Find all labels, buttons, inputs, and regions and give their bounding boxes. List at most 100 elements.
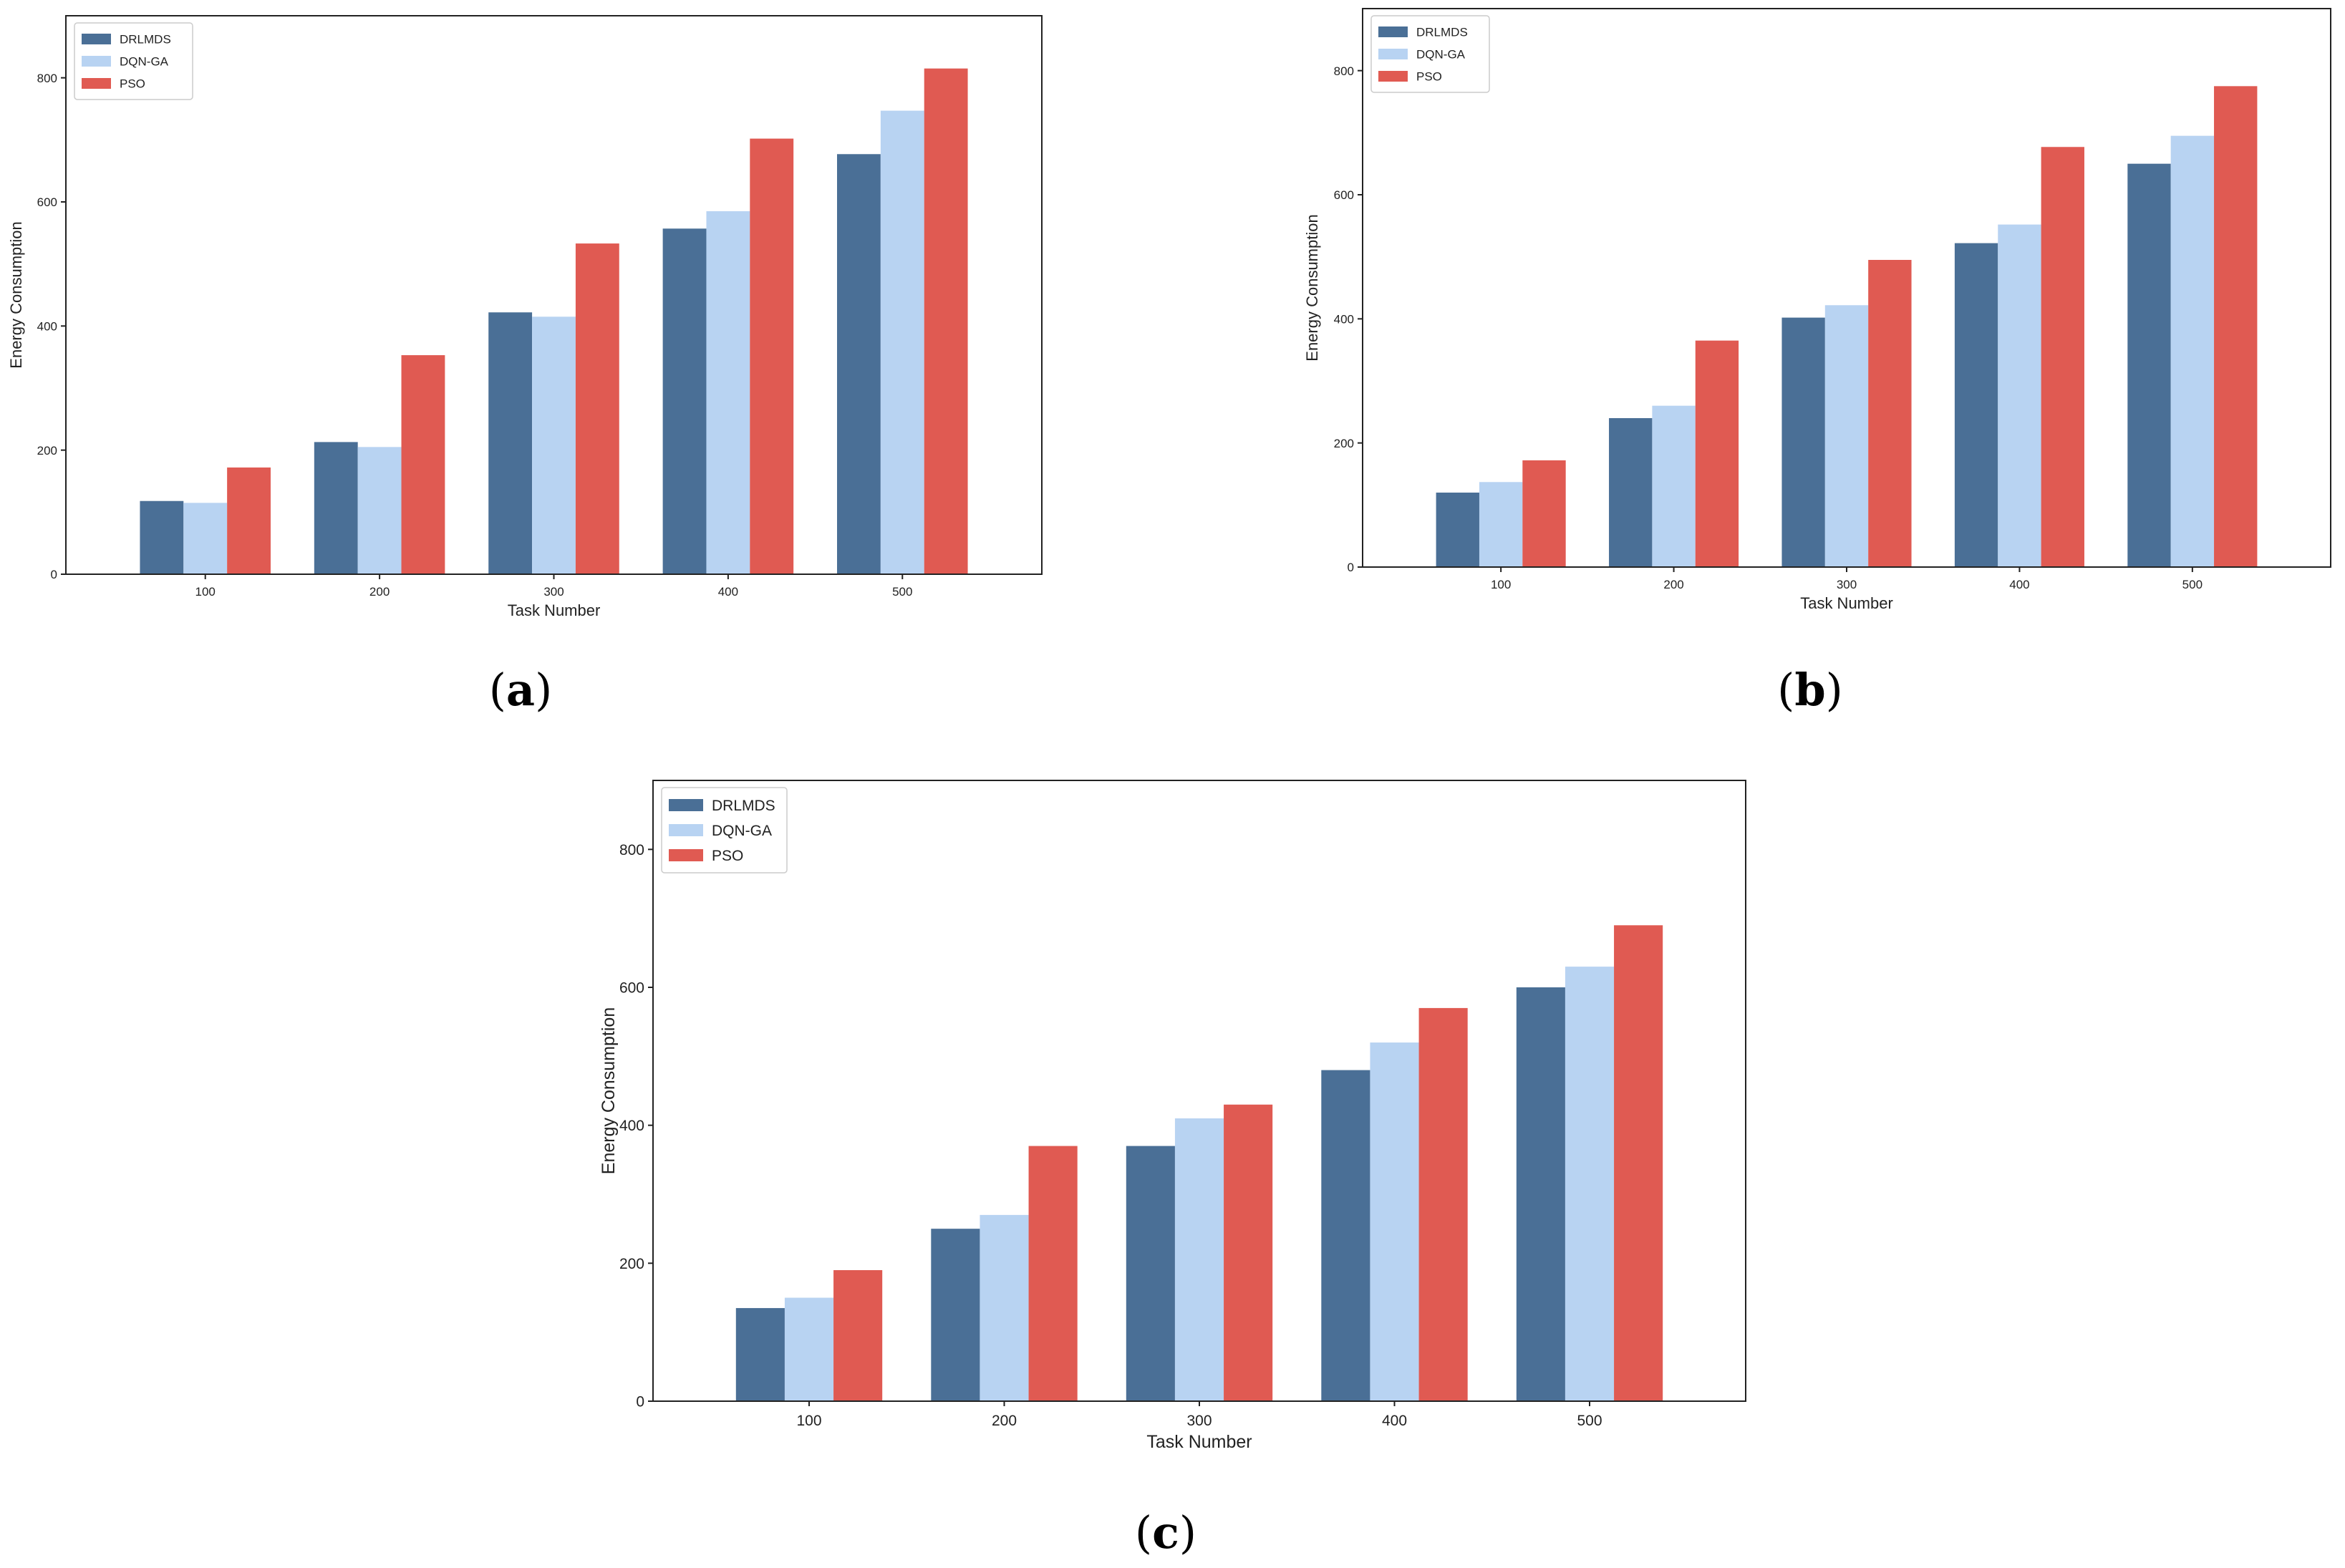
legend: DRLMDS DQN-GA PSO: [661, 787, 788, 873]
bar-pso-300: [575, 243, 619, 574]
bar-dqn-ga-500: [1565, 967, 1615, 1401]
bar-pso-400: [2041, 147, 2084, 567]
panel-caption: (c): [1135, 1506, 1196, 1559]
x-axis-label: Task Number: [1146, 1432, 1252, 1452]
x-tick-label: 200: [369, 585, 390, 599]
legend-swatch-dqn-ga: [1378, 49, 1408, 59]
x-tick-label: 500: [1577, 1413, 1602, 1429]
y-axis-label: Energy Consumption: [1303, 214, 1321, 361]
y-tick-label: 800: [619, 842, 644, 858]
bar-pso-100: [833, 1269, 883, 1401]
bar-drlmds-100: [735, 1307, 785, 1401]
y-tick-label: 600: [1334, 188, 1354, 202]
bar-drlmds-400: [1954, 243, 1998, 567]
bar-drlmds-500: [837, 154, 881, 574]
legend-swatch-drlmds: [82, 34, 111, 44]
legend-label-drlmds: DRLMDS: [1416, 26, 1468, 39]
legend-label-dqn-ga: DQN-GA: [1416, 48, 1466, 62]
bar-dqn-ga-100: [784, 1297, 834, 1401]
y-tick-label: 400: [1334, 312, 1354, 326]
legend-label-dqn-ga: DQN-GA: [120, 55, 169, 69]
y-axis-label: Energy Consumption: [599, 1007, 619, 1174]
y-axis-label: Energy Consumption: [7, 221, 25, 368]
x-tick-label: 200: [992, 1413, 1017, 1429]
bar-pso-500: [924, 68, 968, 575]
bar-pso-500: [2214, 86, 2258, 567]
bar-drlmds-200: [1609, 418, 1653, 567]
legend-swatch-pso: [1378, 71, 1408, 82]
y-tick-label: 0: [1348, 561, 1354, 574]
legend-label-pso: PSO: [1416, 70, 1442, 84]
x-axis-label: Task Number: [508, 601, 601, 619]
bar-pso-200: [401, 355, 445, 574]
x-axis-label: Task Number: [1800, 594, 1893, 612]
bar-drlmds-200: [931, 1229, 980, 1401]
bar-dqn-ga-400: [1998, 224, 2041, 567]
legend-swatch-drlmds: [669, 799, 703, 811]
x-tick-label: 100: [796, 1413, 821, 1429]
x-tick-label: 200: [1663, 578, 1683, 591]
legend-swatch-dqn-ga: [669, 824, 703, 836]
chart-panel-c: 100 200 300 400 500 0 200 400 600 800 Task Number E…: [599, 780, 1746, 1559]
legend-label-drlmds: DRLMDS: [712, 798, 775, 814]
bar-dqn-ga-300: [1174, 1118, 1224, 1401]
panel-caption: (a): [489, 664, 553, 716]
y-tick-label: 600: [37, 195, 57, 209]
y-tick-label: 600: [619, 980, 644, 997]
y-tick-label: 0: [51, 568, 57, 581]
bar-dqn-ga-500: [2170, 135, 2215, 568]
legend-swatch-pso: [669, 849, 703, 861]
legend-label-pso: PSO: [712, 848, 743, 864]
x-tick-label: 400: [718, 585, 738, 599]
x-tick-label: 100: [1491, 578, 1511, 591]
chart-panel-a: 100 200 300 400 500 0 200 400 600 800 Task Number E…: [7, 15, 1043, 716]
x-tick-label: 400: [1382, 1413, 1407, 1429]
panel-caption: (b): [1777, 664, 1843, 716]
legend-swatch-dqn-ga: [82, 56, 111, 67]
y-tick-label: 200: [1334, 437, 1354, 450]
bar-pso-400: [750, 138, 794, 575]
bar-drlmds-300: [488, 312, 533, 574]
y-tick-label: 200: [619, 1256, 644, 1272]
bar-pso-300: [1224, 1104, 1273, 1401]
legend: DRLMDS DQN-GA PSO: [74, 22, 193, 100]
bar-pso-100: [227, 467, 271, 574]
bar-pso-300: [1868, 260, 1912, 567]
bar-pso-200: [1695, 340, 1739, 567]
bar-drlmds-500: [2127, 163, 2171, 568]
bar-pso-400: [1418, 1007, 1468, 1401]
bar-drlmds-100: [1436, 493, 1479, 567]
bar-dqn-ga-400: [706, 211, 750, 574]
bar-drlmds-400: [1321, 1070, 1370, 1401]
y-tick-label: 800: [37, 72, 57, 85]
x-tick-label: 500: [892, 585, 912, 599]
y-tick-label: 400: [619, 1118, 644, 1134]
bar-pso-200: [1028, 1146, 1078, 1401]
y-tick-label: 400: [37, 319, 57, 333]
legend-swatch-drlmds: [1378, 26, 1408, 37]
y-tick-label: 200: [37, 444, 57, 458]
bar-drlmds-300: [1126, 1146, 1175, 1401]
x-tick-label: 300: [1186, 1413, 1212, 1429]
legend-label-pso: PSO: [120, 77, 145, 91]
bar-drlmds-300: [1781, 317, 1825, 567]
bar-pso-500: [1614, 925, 1663, 1401]
bar-dqn-ga-100: [183, 503, 228, 574]
legend-swatch-pso: [82, 78, 111, 89]
bar-dqn-ga-400: [1370, 1042, 1419, 1401]
bar-dqn-ga-200: [1652, 405, 1696, 567]
bar-dqn-ga-200: [357, 447, 402, 574]
legend-label-dqn-ga: DQN-GA: [712, 823, 772, 839]
x-tick-label: 100: [195, 585, 216, 599]
legend-label-drlmds: DRLMDS: [120, 33, 171, 47]
x-tick-label: 500: [2182, 578, 2203, 591]
chart-panel-b: 100 200 300 400 500 0 200 400 600 800 Task Number E…: [1303, 8, 2331, 716]
bar-drlmds-100: [140, 500, 184, 574]
bar-dqn-ga-100: [1479, 482, 1523, 567]
x-tick-label: 300: [1837, 578, 1857, 591]
bar-dqn-ga-300: [1824, 305, 1869, 567]
x-tick-label: 300: [543, 585, 564, 599]
bar-drlmds-400: [662, 228, 707, 574]
bar-dqn-ga-300: [532, 316, 576, 574]
